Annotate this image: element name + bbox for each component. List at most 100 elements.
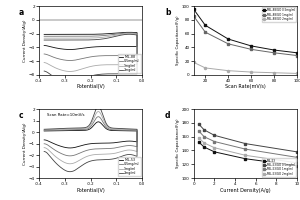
0.5mg/ml [68, 155, 72, 157]
MIL-53/GO 0.5mg/ml [197, 123, 201, 126]
2mg/ml [42, 150, 46, 153]
MIL-53 [68, 147, 72, 149]
Legend: MIL-53, 0.5mg/ml, 1mg/ml, 2mg/ml: MIL-53, 0.5mg/ml, 1mg/ml, 2mg/ml [118, 157, 141, 176]
2mg/ml [90, 39, 94, 41]
MIL-53/GO 1mg/ml [244, 148, 247, 150]
MIL-88/GO 0.5mg/ml [192, 8, 196, 11]
2mg/ml [68, 170, 72, 173]
MIL-88 [118, 45, 122, 48]
Line: MIL-53: MIL-53 [198, 141, 298, 167]
1mg/ml [104, 64, 107, 66]
Legend: MIL-88/GO 0.5mg/ml, MIL-88/GO 1mg/ml, MIL-88/GO 2mg/ml: MIL-88/GO 0.5mg/ml, MIL-88/GO 1mg/ml, MI… [262, 7, 296, 22]
1mg/ml [128, 32, 131, 35]
2mg/ml [128, 33, 131, 35]
Text: d: d [165, 111, 170, 120]
0.5mg/ml [110, 147, 113, 150]
Line: 2mg/ml: 2mg/ml [44, 106, 137, 172]
Y-axis label: Current Density(A/g): Current Density(A/g) [23, 122, 27, 165]
1mg/ml [120, 150, 124, 153]
1mg/ml [127, 32, 130, 35]
0.5mg/ml [90, 35, 94, 37]
MIL-53 [295, 164, 299, 167]
MIL-53 [87, 143, 91, 145]
MIL-88 [42, 44, 46, 47]
MIL-53 [42, 139, 46, 141]
MIL-53 [42, 130, 46, 132]
1mg/ml [54, 128, 57, 131]
0.5mg/ml [42, 53, 46, 55]
MIL-53 [213, 151, 216, 153]
Line: 0.5mg/ml: 0.5mg/ml [44, 33, 137, 60]
Text: a: a [18, 8, 24, 17]
Line: MIL-88: MIL-88 [44, 32, 137, 50]
2mg/ml [87, 160, 91, 163]
Y-axis label: Specific Capacitance(F/g): Specific Capacitance(F/g) [176, 119, 180, 168]
2mg/ml [42, 39, 46, 41]
MIL-88/GO 0.5mg/ml [226, 38, 230, 40]
MIL-88 [75, 33, 79, 36]
1mg/ml [42, 146, 46, 149]
MIL-88/GO 2mg/ml [226, 69, 230, 72]
0.5mg/ml [115, 146, 119, 149]
2mg/ml [54, 128, 57, 130]
1mg/ml [97, 110, 100, 113]
1mg/ml [42, 61, 46, 64]
MIL-53 [110, 142, 113, 144]
MIL-53 [54, 130, 57, 132]
X-axis label: Scan Rate(mV/s): Scan Rate(mV/s) [225, 84, 266, 89]
MIL-88/GO 1mg/ml [203, 31, 207, 33]
MIL-53 [244, 158, 247, 160]
Line: MIL-88/GO 2mg/ml: MIL-88/GO 2mg/ml [193, 61, 298, 74]
Text: Scan Rate=10mV/s: Scan Rate=10mV/s [47, 113, 85, 117]
MIL-88/GO 0.5mg/ml [272, 49, 276, 51]
1mg/ml [110, 153, 113, 155]
1mg/ml [115, 152, 119, 154]
MIL-53 [97, 121, 100, 123]
MIL-88/GO 2mg/ml [192, 61, 196, 64]
MIL-88/GO 0.5mg/ml [295, 52, 299, 54]
X-axis label: Potential(V): Potential(V) [76, 84, 105, 89]
Text: b: b [165, 8, 170, 17]
2mg/ml [115, 157, 119, 159]
Line: MIL-53/GO 2mg/ml: MIL-53/GO 2mg/ml [198, 137, 298, 164]
MIL-53/GO 2mg/ml [244, 154, 247, 156]
Legend: MIL-53, MIL-53/GO 0.5mg/ml, MIL-53/GO 1mg/ml, MIL-53/GO 2mg/ml: MIL-53, MIL-53/GO 0.5mg/ml, MIL-53/GO 1m… [262, 158, 296, 177]
Line: MIL-88/GO 1mg/ml: MIL-88/GO 1mg/ml [193, 15, 298, 57]
MIL-88 [42, 33, 46, 36]
2mg/ml [68, 170, 71, 173]
2mg/ml [104, 73, 107, 75]
X-axis label: Potential(V): Potential(V) [76, 188, 105, 193]
MIL-53 [120, 141, 124, 143]
1mg/ml [75, 37, 79, 39]
2mg/ml [118, 73, 122, 75]
0.5mg/ml [128, 32, 131, 34]
0.5mg/ml [104, 54, 107, 57]
MIL-88 [104, 45, 107, 48]
0.5mg/ml [68, 155, 71, 157]
Line: 2mg/ml: 2mg/ml [44, 34, 137, 82]
0.5mg/ml [42, 35, 46, 37]
MIL-53/GO 0.5mg/ml [202, 129, 206, 131]
MIL-88/GO 2mg/ml [272, 72, 276, 74]
MIL-88/GO 2mg/ml [295, 72, 299, 75]
0.5mg/ml [68, 59, 72, 62]
1mg/ml [42, 37, 46, 39]
MIL-88/GO 1mg/ml [295, 54, 299, 57]
0.5mg/ml [42, 143, 46, 145]
Line: MIL-88/GO 0.5mg/ml: MIL-88/GO 0.5mg/ml [193, 8, 298, 54]
MIL-88 [127, 31, 130, 34]
X-axis label: Current Density(A/g): Current Density(A/g) [220, 188, 271, 193]
Y-axis label: Specific Capacitance(F/g): Specific Capacitance(F/g) [176, 16, 181, 65]
MIL-88 [128, 31, 131, 34]
MIL-53 [68, 147, 71, 149]
0.5mg/ml [120, 145, 124, 148]
Line: 1mg/ml: 1mg/ml [44, 112, 137, 164]
Line: 0.5mg/ml: 0.5mg/ml [44, 117, 137, 156]
MIL-88 [68, 48, 72, 51]
1mg/ml [88, 65, 92, 68]
MIL-53/GO 2mg/ml [295, 162, 299, 164]
0.5mg/ml [97, 115, 100, 118]
MIL-88/GO 2mg/ml [249, 71, 253, 73]
Line: MIL-53/GO 1mg/ml: MIL-53/GO 1mg/ml [198, 130, 298, 158]
MIL-53/GO 1mg/ml [197, 130, 201, 132]
